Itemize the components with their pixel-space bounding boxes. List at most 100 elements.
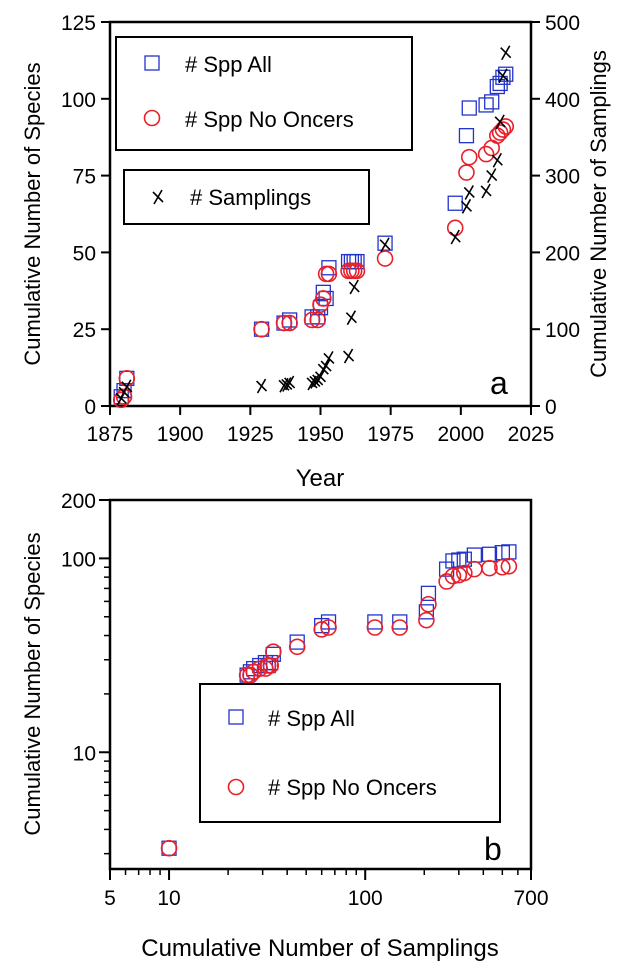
data-point-b [444,567,462,585]
data-point-b [251,660,269,677]
x-tick-label-b: 5 [104,887,116,910]
legend-box-a2 [123,169,370,225]
data-point-a [315,284,331,300]
data-point-a [253,320,270,338]
data-point-a [480,183,492,199]
data-point-b [313,621,331,638]
data-marks-a [112,45,515,409]
data-point-b [288,638,306,656]
y2-tick-label-a: 300 [545,166,580,189]
legend-a: # Spp All # Spp No Oncers # Samplings [143,52,354,210]
data-point-a [309,311,326,329]
data-point-a [497,68,509,84]
data-point-a [498,66,514,82]
y-tick-label-a: 25 [73,319,96,342]
legend-box-a1 [115,36,413,151]
data-point-a [495,69,511,85]
data-point-a [460,148,478,166]
data-point-a [349,253,365,270]
data-point-b [366,619,384,636]
data-point-a [492,75,508,92]
y2-tick-label-a: 200 [545,242,580,265]
data-point-a [447,195,463,211]
data-point-a [477,145,495,163]
data-point-a [115,388,133,406]
data-point-b [418,611,435,629]
x-tick-label-b: 10 [157,887,180,910]
data-point-b [392,614,408,630]
data-point-a [500,45,512,61]
x-axis-label-a: Year [296,465,345,492]
data-point-a [348,279,360,295]
x-tick-label-a: 2000 [437,423,484,446]
data-point-a [379,237,391,253]
data-point-a [494,121,512,138]
data-point-a [478,97,494,113]
data-point-a [458,164,475,181]
y2-tick-label-a: 0 [545,396,557,419]
data-point-a [281,377,293,392]
data-point-b [391,619,409,636]
legend-b: # Spp All # Spp No Oncers [227,706,437,800]
legend-label-b: # Spp No Oncers [268,775,437,800]
data-point-a [281,314,298,332]
x-tick-label-a: 1900 [157,423,204,446]
data-point-a [484,94,500,110]
data-point-b [466,547,482,563]
legend-marker-a [152,189,164,205]
data-point-a [255,378,268,394]
y-tick-label-b: 200 [61,490,96,513]
legend-marker-b [228,709,244,725]
panel-label-b: b [484,831,502,867]
data-point-b [500,558,518,575]
x-tick-label-b: 700 [513,887,548,910]
y-tick-label-b: 10 [73,742,96,765]
legend-label-a: # Spp All [185,52,272,77]
y-tick-label-b: 100 [61,548,96,571]
data-point-a [320,358,332,374]
data-point-a [446,219,464,237]
data-point-a [315,290,332,307]
y-tick-label-a: 125 [61,12,96,35]
x-tick-label-a: 1975 [367,423,414,446]
data-point-a [121,379,133,395]
data-point-b [420,595,437,613]
data-point-b [481,546,498,562]
data-point-a [461,100,477,116]
data-point-a [486,168,498,183]
data-point-a [376,250,394,267]
tick-marks-b: 5 10 100 700 10 100 200 [61,490,549,910]
data-point-a [491,124,509,141]
y-tick-label-a: 0 [84,396,96,419]
panel-a: 1875 1900 1925 1950 1975 2000 2025025507510012… [20,12,611,492]
data-point-b [418,604,435,620]
data-point-a [343,348,355,364]
data-point-a [112,391,130,409]
plot-frame-b [108,498,533,871]
legend-marker-a [143,109,161,127]
data-point-a [460,198,473,214]
y2-axis-label-a: Cumulative Number of Samplings [586,50,611,378]
data-point-a [284,375,296,391]
y2-tick-label-a: 400 [545,89,580,112]
data-point-a [489,127,506,144]
x-tick-label-b: 100 [348,887,383,910]
data-marks-b [160,544,518,857]
data-point-a [275,314,293,332]
data-point-b [494,558,511,576]
legend-marker-a [144,55,160,71]
y-tick-label-a: 50 [73,242,96,265]
data-point-a [449,229,461,245]
data-point-a [458,128,475,144]
legend-label-a: # Samplings [190,185,311,210]
data-point-a [309,374,321,389]
data-point-b [265,643,282,661]
data-point-a [463,185,475,200]
data-point-a [303,311,321,329]
data-point-a [323,350,335,366]
data-point-b [367,614,383,630]
data-point-b [160,839,178,857]
legend-label-a: # Spp No Oncers [185,107,354,132]
data-point-b [420,585,437,602]
